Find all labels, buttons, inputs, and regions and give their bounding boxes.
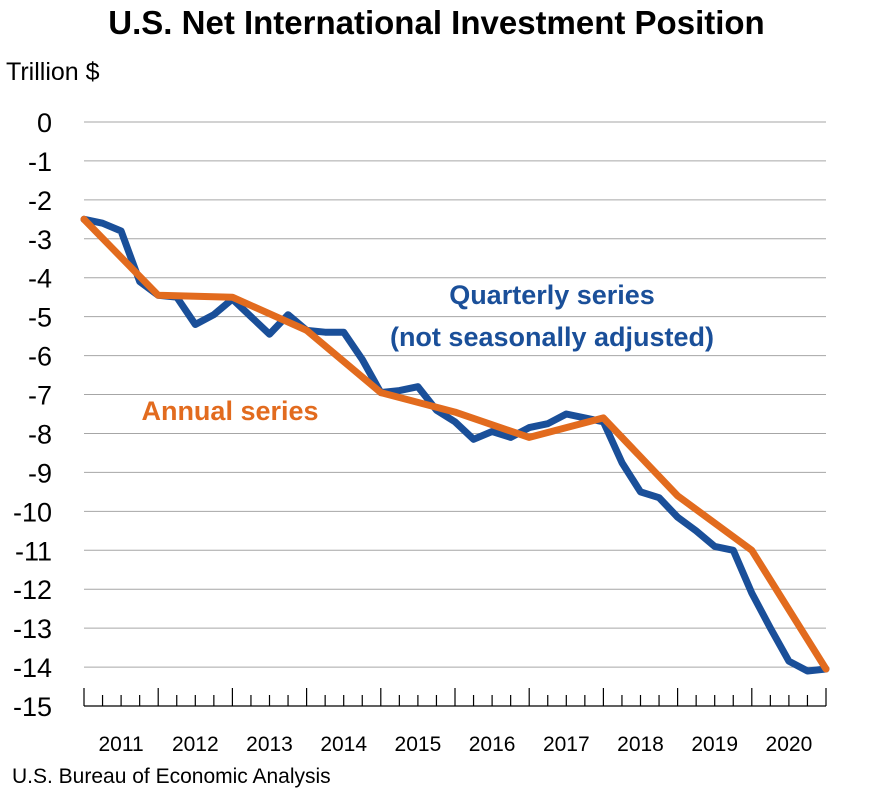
- series-lines: [80, 215, 830, 675]
- y-tick-label: -8: [28, 419, 52, 449]
- quarterly-series-line: [80, 215, 830, 675]
- y-tick-label: -6: [28, 342, 52, 372]
- x-tick-label: 2018: [617, 733, 664, 756]
- y-tick-label: -11: [15, 536, 52, 566]
- y-axis-ticks: 0 -1 -2 -3 -4 -5 -6 -7 -8 -9 -10 -11 -12 -13 -14 -15: [13, 108, 52, 722]
- annual-series-label: Annual series: [141, 396, 318, 426]
- quarterly-series-label-line2: (not seasonally adjusted): [390, 322, 714, 352]
- x-tick-label: 2014: [320, 733, 367, 756]
- y-tick-label: -9: [28, 458, 52, 488]
- y-tick-label: 0: [37, 108, 52, 138]
- x-tick-label: 2015: [395, 733, 442, 756]
- chart-title: U.S. Net International Investment Positi…: [108, 4, 765, 41]
- gridlines: [84, 121, 826, 668]
- y-tick-label: -5: [28, 303, 52, 333]
- x-tick-label: 2013: [246, 733, 293, 756]
- source-note: U.S. Bureau of Economic Analysis: [12, 765, 331, 788]
- y-tick-label: -10: [13, 497, 52, 527]
- x-tick-label: 2017: [543, 733, 590, 756]
- y-tick-label: -3: [28, 225, 52, 255]
- y-tick-label: -7: [28, 381, 52, 411]
- y-tick-label: -4: [28, 264, 52, 294]
- y-tick-label: -14: [13, 653, 52, 683]
- x-axis: 2011 2012 2013 2014 2015 2016 2017 2018 2019 2020: [83, 688, 827, 756]
- y-tick-label: -13: [13, 614, 52, 644]
- y-tick-label: -15: [13, 692, 52, 722]
- quarterly-series-label-line1: Quarterly series: [449, 280, 655, 310]
- x-tick-label: 2011: [99, 733, 144, 756]
- y-axis-unit-label: Trillion $: [6, 58, 100, 86]
- x-tick-label: 2019: [691, 733, 738, 756]
- annual-series-line: [80, 215, 830, 673]
- y-tick-label: -2: [28, 186, 52, 216]
- x-tick-label: 2016: [469, 733, 516, 756]
- x-tick-label: 2012: [172, 733, 219, 756]
- series-annotations: Quarterly series (not seasonally adjusted…: [141, 280, 714, 426]
- y-tick-label: -1: [28, 147, 52, 177]
- x-tick-label: 2020: [766, 733, 813, 756]
- y-tick-label: -12: [13, 575, 52, 605]
